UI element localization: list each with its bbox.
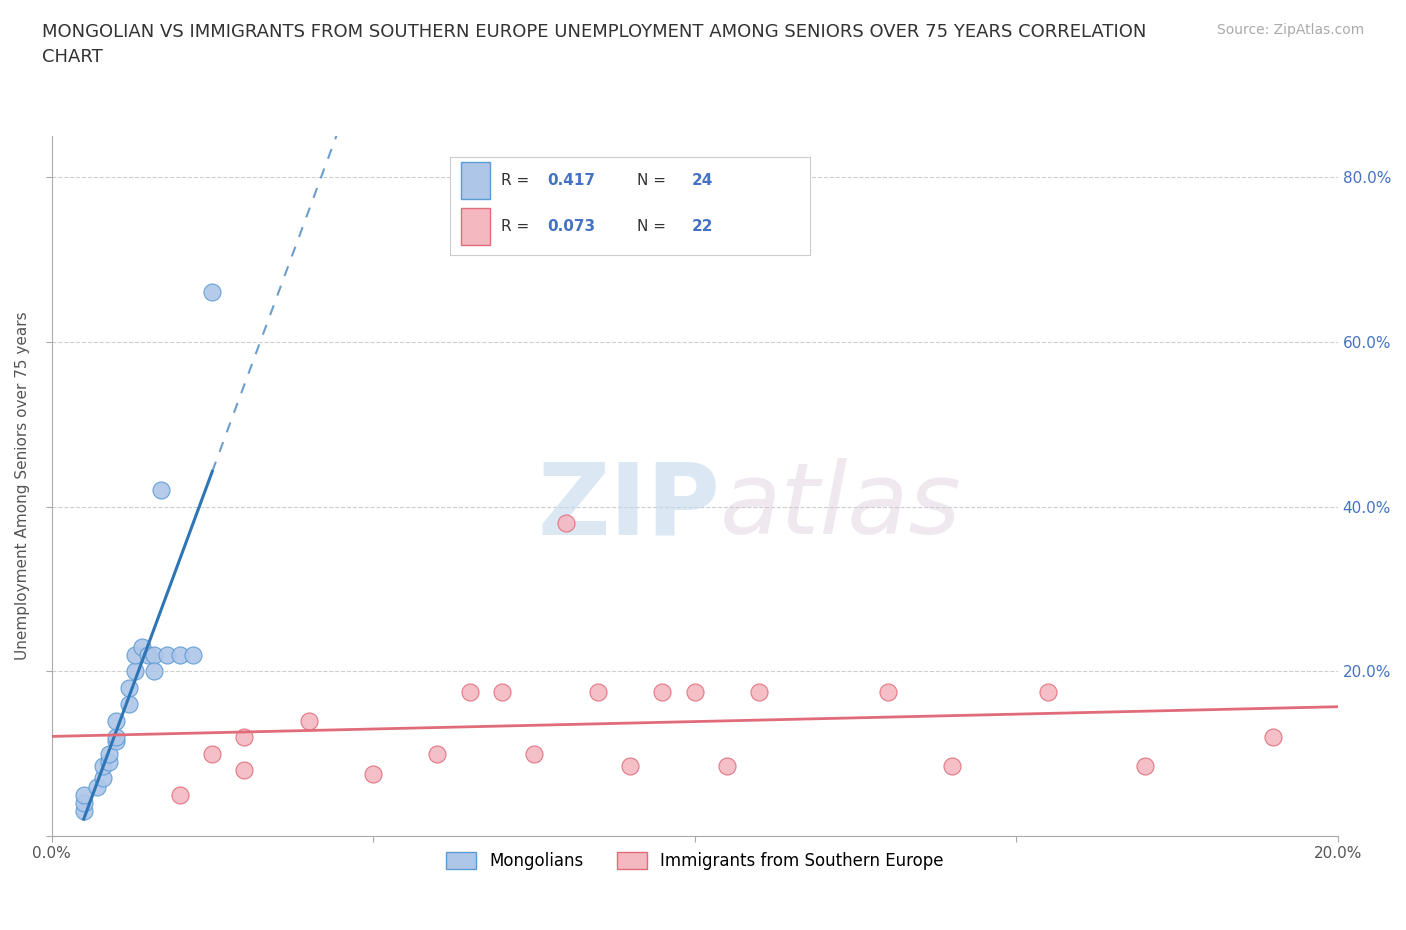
Point: [426, 746, 449, 761]
Point: [683, 684, 706, 699]
Point: [98, 746, 121, 761]
Point: [91, 759, 114, 774]
Point: [201, 285, 224, 299]
Point: [523, 746, 546, 761]
Text: ZIP: ZIP: [537, 458, 720, 555]
Point: [619, 759, 641, 774]
Point: [149, 483, 172, 498]
Point: [169, 788, 191, 803]
Point: [458, 684, 481, 699]
Text: atlas: atlas: [720, 458, 962, 555]
Point: [716, 759, 738, 774]
Point: [98, 754, 121, 769]
Point: [555, 515, 578, 530]
Text: Source: ZipAtlas.com: Source: ZipAtlas.com: [1216, 23, 1364, 37]
Point: [143, 647, 166, 662]
Point: [104, 734, 127, 749]
Point: [73, 788, 96, 803]
Y-axis label: Unemployment Among Seniors over 75 years: Unemployment Among Seniors over 75 years: [15, 312, 30, 660]
Point: [181, 647, 204, 662]
Point: [748, 684, 770, 699]
Point: [1263, 730, 1285, 745]
Point: [136, 647, 159, 662]
Point: [1133, 759, 1156, 774]
Point: [86, 779, 108, 794]
Point: [143, 664, 166, 679]
Point: [104, 713, 127, 728]
Point: [491, 684, 513, 699]
Point: [876, 684, 898, 699]
Point: [124, 647, 146, 662]
Point: [941, 759, 963, 774]
Point: [124, 664, 146, 679]
Point: [233, 730, 256, 745]
Point: [298, 713, 321, 728]
Point: [104, 730, 127, 745]
Point: [156, 647, 179, 662]
Point: [91, 771, 114, 786]
Point: [73, 796, 96, 811]
Point: [233, 763, 256, 777]
Point: [201, 746, 224, 761]
Point: [1038, 684, 1060, 699]
Point: [118, 681, 141, 696]
Point: [169, 647, 191, 662]
Point: [131, 639, 153, 654]
Legend: Mongolians, Immigrants from Southern Europe: Mongolians, Immigrants from Southern Eur…: [439, 845, 950, 877]
Point: [118, 697, 141, 711]
Text: MONGOLIAN VS IMMIGRANTS FROM SOUTHERN EUROPE UNEMPLOYMENT AMONG SENIORS OVER 75 : MONGOLIAN VS IMMIGRANTS FROM SOUTHERN EU…: [42, 23, 1146, 66]
Point: [361, 767, 384, 782]
Point: [586, 684, 609, 699]
Point: [73, 804, 96, 818]
Point: [651, 684, 673, 699]
